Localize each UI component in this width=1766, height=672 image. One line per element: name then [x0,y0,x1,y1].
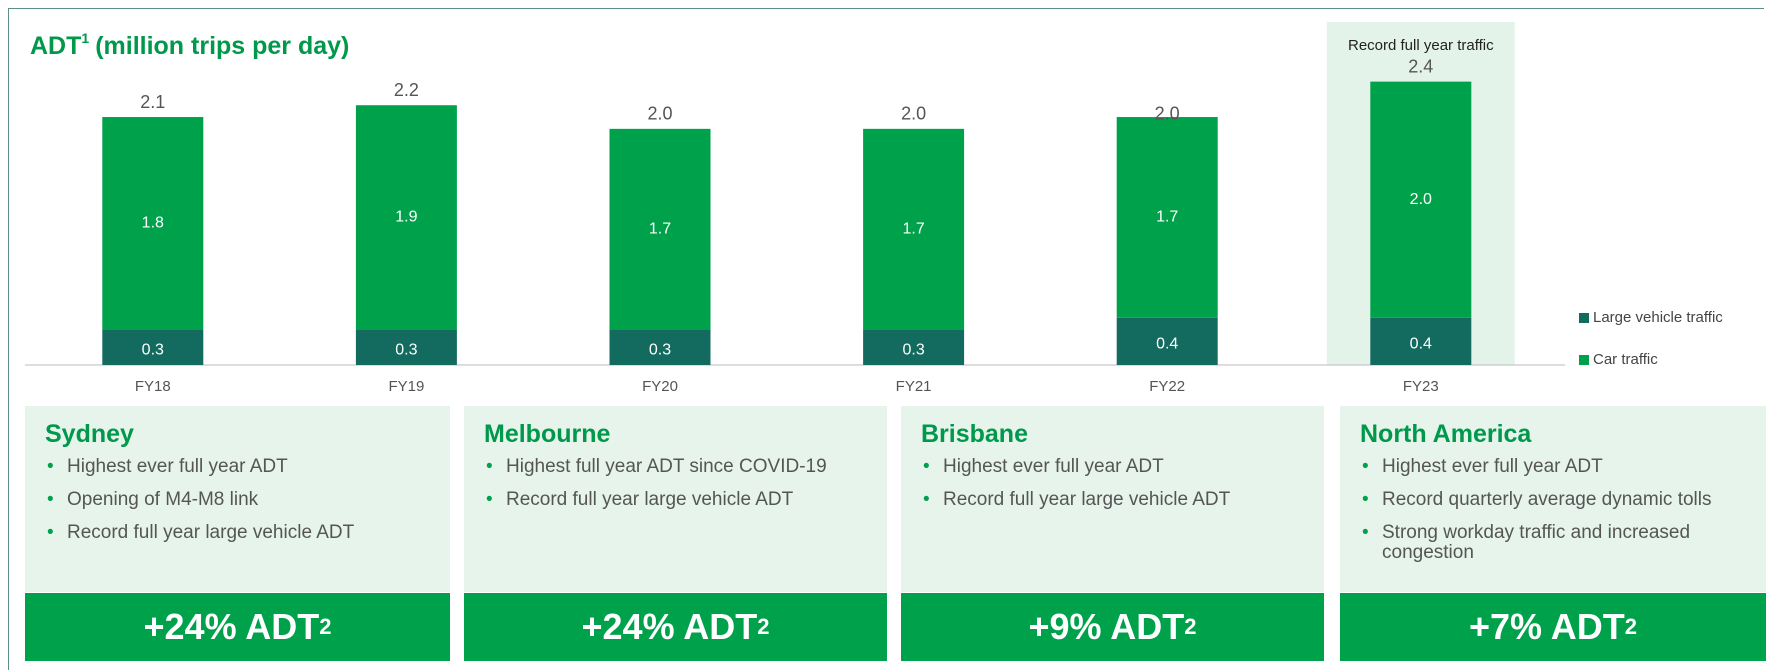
bullet: Strong workday traffic and increased con… [1360,523,1746,563]
change-text: +7% ADT [1469,606,1625,647]
region-name: Melbourne [484,420,611,448]
segment-label: 0.3 [142,342,164,359]
bar-segment [863,329,965,365]
region-card: Melbourne Highest full year ADT since COV… [464,406,887,592]
region-name: North America [1360,420,1532,448]
bar-segment [1370,81,1472,318]
chart: ADT1 (million trips per day) Record full … [25,22,1723,395]
bar-segment [609,128,711,330]
segment-label: 1.9 [395,209,417,226]
bar-segment [1370,317,1472,365]
bullet: Highest ever full year ADT [45,457,430,478]
total-label: 2.0 [647,104,672,124]
bar-segment [1116,317,1218,365]
change-sup: 2 [1624,614,1637,639]
bar-segment [1116,117,1218,318]
region-card: North America Highest ever full year ADT R… [1340,406,1766,592]
bullet-list: Highest full year ADT since COVID-19 Reco… [484,457,867,511]
bullet: Record full year large vehicle ADT [45,523,430,544]
bar-segment [609,329,711,365]
segment-label: 2.0 [1410,191,1432,208]
bullet: Highest ever full year ADT [921,457,1304,478]
annotation: Record full year traffic [1348,37,1494,54]
total-label: 2.2 [394,80,419,100]
x-tick-label: FY23 [1403,378,1439,395]
region-card: Brisbane Highest ever full year ADT Record… [901,406,1324,592]
x-tick-label: FY20 [642,378,678,395]
bar-segment [355,105,457,330]
bullet: Highest ever full year ADT [1360,457,1746,478]
x-tick-label: FY21 [896,378,932,395]
title-sup: 1 [81,30,89,46]
change-sup: 2 [1184,614,1197,639]
total-label: 2.0 [901,104,926,124]
x-tick-label: FY22 [1149,378,1185,395]
region-change: +9% ADT 2 [901,593,1324,661]
segment-label: 1.8 [142,215,164,232]
title-rest: (million trips per day) [95,32,349,60]
bullet: Record full year large vehicle ADT [484,490,867,511]
segment-label: 1.7 [902,220,924,237]
change-sup: 2 [319,614,332,639]
segment-label: 0.3 [902,342,924,359]
legend-label: Car traffic [1593,351,1658,368]
segment-label: 0.3 [649,342,671,359]
change-sup: 2 [757,614,770,639]
bullet-list: Highest ever full year ADT Record full ye… [921,457,1304,511]
bullet: Highest full year ADT since COVID-19 [484,457,867,478]
segment-label: 0.4 [1410,336,1432,353]
change-text: +24% ADT [143,606,320,647]
bullet: Record full year large vehicle ADT [921,490,1304,511]
total-label: 2.0 [1155,104,1180,124]
region-change: +7% ADT 2 [1340,593,1766,661]
segment-label: 1.7 [649,220,671,237]
region-name: Brisbane [921,420,1028,448]
bullet-list: Highest ever full year ADT Opening of M4-… [45,457,430,544]
bullet: Record quarterly average dynamic tolls [1360,490,1746,511]
segment-label: 0.3 [395,342,417,359]
frame [8,8,1764,670]
segment-label: 0.4 [1156,336,1178,353]
bar-segment [102,329,204,365]
bullet-list: Highest ever full year ADT Record quarter… [1360,457,1746,563]
legend-swatch [1579,355,1589,365]
title-text: ADT [30,32,81,60]
bullet: Opening of M4-M8 link [45,490,430,511]
bar-segment [863,128,965,330]
region-name: Sydney [45,420,134,448]
segment-label: 1.7 [1156,209,1178,226]
total-label: 2.4 [1408,56,1433,76]
change-text: +9% ADT [1028,606,1185,647]
legend-label: Large vehicle traffic [1593,309,1723,326]
region-change: +24% ADT 2 [25,593,450,661]
change-text: +24% ADT [581,606,758,647]
chart-title: ADT1 (million trips per day) [30,30,349,60]
x-tick-label: FY19 [388,378,424,395]
bar-segment [102,117,204,330]
legend-swatch [1579,313,1589,323]
region-card: Sydney Highest ever full year ADT Opening … [25,406,450,592]
x-tick-label: FY18 [135,378,171,395]
region-change: +24% ADT 2 [464,593,887,661]
total-label: 2.1 [140,92,165,112]
bar-segment [355,329,457,365]
